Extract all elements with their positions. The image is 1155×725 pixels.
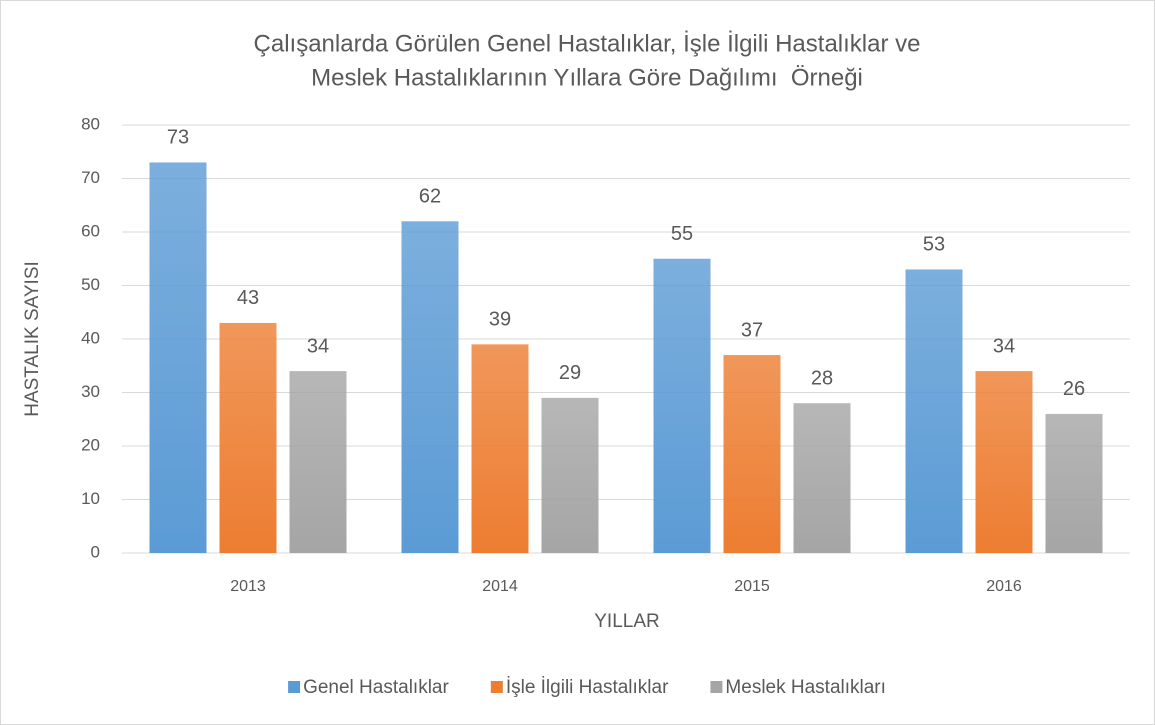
bar (1045, 413, 1103, 553)
x-tick-label: 2013 (230, 578, 266, 595)
data-label: 28 (811, 367, 833, 389)
legend-marker (490, 681, 503, 693)
y-tick-label: 50 (81, 275, 100, 294)
legend-marker (288, 681, 301, 693)
y-tick-label: 30 (81, 382, 100, 401)
bar (653, 258, 711, 553)
data-label: 26 (1063, 378, 1085, 400)
data-label: 73 (167, 127, 189, 149)
bar (289, 371, 347, 553)
data-label: 39 (489, 309, 511, 331)
data-label: 55 (671, 223, 693, 245)
y-tick-label: 20 (81, 435, 100, 454)
data-label: 62 (419, 186, 441, 208)
y-tick-label: 80 (81, 114, 100, 133)
y-tick-label: 60 (81, 221, 100, 240)
bar (401, 221, 459, 554)
data-label: 37 (741, 319, 763, 341)
data-label: 43 (237, 287, 259, 309)
x-tick-label: 2015 (734, 578, 770, 595)
y-axis-label: HASTALIK SAYISI (22, 261, 43, 417)
chart-title: Meslek Hastalıklarının Yıllara Göre Dağı… (311, 64, 863, 91)
bar (723, 355, 781, 553)
y-tick-label: 0 (91, 542, 100, 561)
legend-label: Meslek Hastalıkları (725, 677, 886, 698)
legend-marker (710, 681, 723, 693)
data-label: 53 (923, 234, 945, 256)
chart-title: Çalışanlarda Görülen Genel Hastalıklar, … (254, 30, 921, 57)
legend-label: Genel Hastalıklar (303, 677, 449, 698)
y-tick-label: 10 (81, 489, 100, 508)
bar (149, 162, 207, 553)
bar (905, 269, 963, 553)
bar (471, 344, 529, 553)
data-label: 34 (993, 335, 1015, 357)
bar (219, 322, 277, 553)
y-tick-label: 40 (81, 328, 100, 347)
bar (793, 403, 851, 553)
x-axis-label: YILLAR (594, 611, 659, 632)
legend-label: İşle İlgili Hastalıklar (506, 677, 669, 698)
y-tick-label: 70 (81, 168, 100, 187)
x-tick-label: 2016 (986, 578, 1022, 595)
x-tick-label: 2014 (482, 578, 518, 595)
bar (975, 371, 1033, 553)
data-label: 34 (307, 335, 329, 357)
bar (541, 397, 599, 553)
data-label: 29 (559, 362, 581, 384)
